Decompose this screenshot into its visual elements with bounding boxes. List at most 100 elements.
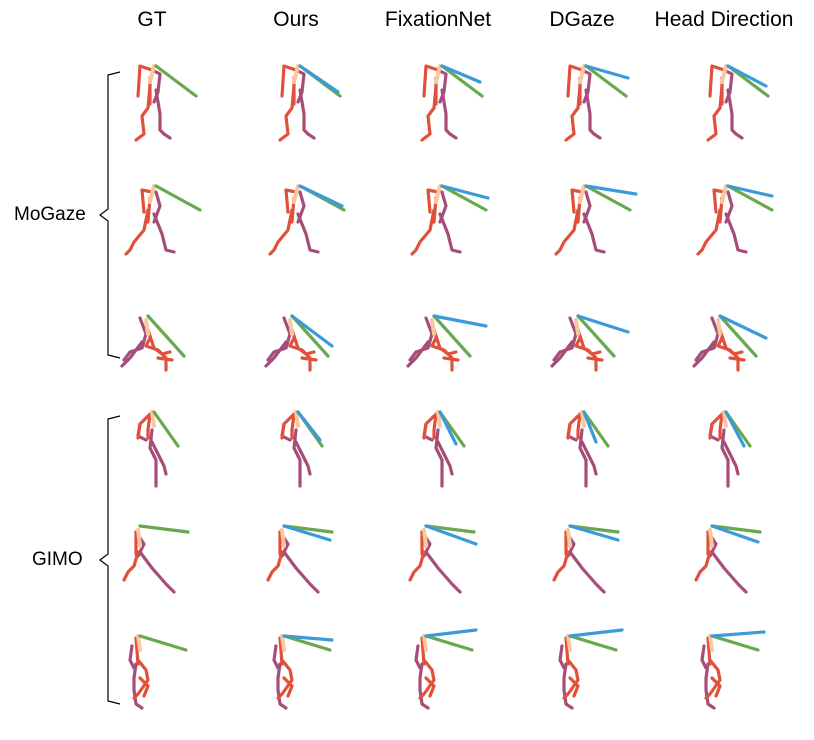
left-limb bbox=[692, 340, 716, 368]
gaze-ground-truth bbox=[154, 64, 198, 98]
right-limb bbox=[268, 208, 294, 256]
left-limb bbox=[550, 340, 574, 368]
column-header-fixationnet: FixationNet bbox=[384, 8, 492, 31]
bracket-mogaze bbox=[99, 71, 121, 359]
head-neck bbox=[150, 410, 156, 428]
head-neck bbox=[580, 410, 586, 428]
bracket-gimo bbox=[99, 415, 121, 705]
gaze-predicted bbox=[296, 410, 322, 442]
pose-figure-r3-c2 bbox=[264, 314, 334, 372]
left-limb bbox=[582, 212, 606, 254]
pose-figure-r4-c5 bbox=[708, 410, 752, 488]
right-limb bbox=[566, 414, 580, 440]
right-limb bbox=[586, 356, 604, 362]
right-limb bbox=[712, 188, 726, 214]
head-neck bbox=[574, 318, 580, 336]
left-limb bbox=[292, 428, 302, 488]
gaze-ground-truth bbox=[154, 184, 202, 212]
left-limb bbox=[438, 212, 462, 254]
right-limb bbox=[144, 336, 168, 372]
pose-figure-r5-c3 bbox=[408, 524, 478, 594]
right-limb bbox=[696, 208, 722, 256]
gaze-ground-truth bbox=[146, 314, 186, 358]
right-limb bbox=[282, 676, 294, 698]
gaze-predicted bbox=[710, 524, 760, 544]
head-neck bbox=[578, 64, 586, 84]
pose-figure-r1-c2 bbox=[278, 64, 342, 142]
head-neck bbox=[288, 318, 294, 336]
gaze-ground-truth bbox=[424, 524, 476, 534]
head-neck bbox=[292, 64, 300, 84]
right-limb bbox=[554, 208, 580, 256]
right-limb bbox=[138, 676, 150, 698]
gaze-predicted bbox=[584, 184, 638, 196]
left-limb bbox=[724, 212, 748, 254]
pose-figure-r6-c1 bbox=[128, 634, 188, 710]
gaze-predicted bbox=[584, 64, 630, 80]
right-limb bbox=[136, 414, 150, 440]
head-neck bbox=[566, 634, 572, 652]
head-neck bbox=[422, 528, 428, 548]
pose-figure-r2-c2 bbox=[268, 184, 346, 256]
right-limb bbox=[132, 658, 150, 700]
left-limb bbox=[276, 662, 288, 710]
gaze-ground-truth bbox=[432, 314, 472, 358]
left-limb bbox=[294, 440, 312, 476]
right-limb bbox=[300, 356, 318, 362]
left-limb bbox=[282, 550, 320, 594]
left-limb bbox=[424, 550, 462, 594]
gaze-ground-truth bbox=[576, 314, 616, 358]
gaze-ground-truth bbox=[726, 184, 774, 212]
left-limb bbox=[584, 88, 602, 140]
head-neck bbox=[144, 318, 150, 336]
head-neck bbox=[720, 184, 728, 204]
pose-figure-r4-c2 bbox=[280, 410, 324, 488]
gaze-predicted bbox=[726, 184, 774, 198]
gaze-predicted bbox=[424, 524, 478, 546]
pose-figure-r5-c1 bbox=[122, 524, 190, 594]
head-neck bbox=[434, 184, 442, 204]
right-limb bbox=[276, 658, 294, 700]
pose-figure-r5-c4 bbox=[552, 524, 620, 594]
head-neck bbox=[708, 528, 714, 548]
gaze-predicted bbox=[438, 410, 458, 446]
head-neck bbox=[578, 184, 586, 204]
left-limb bbox=[138, 550, 176, 594]
left-limb bbox=[568, 550, 606, 594]
pose-figure-r6-c5 bbox=[700, 630, 766, 710]
left-limb bbox=[128, 644, 136, 670]
gaze-predicted bbox=[440, 184, 490, 200]
pose-figure-r6-c3 bbox=[414, 628, 478, 710]
left-limb bbox=[120, 340, 144, 368]
column-header-ours: Ours bbox=[273, 8, 319, 31]
gaze-predicted bbox=[290, 314, 334, 348]
column-header-gt: GT bbox=[137, 8, 167, 31]
right-limb bbox=[694, 550, 712, 582]
left-limb bbox=[298, 88, 316, 140]
head-neck bbox=[280, 634, 286, 652]
left-limb bbox=[710, 550, 748, 594]
pose-figure-r2-c3 bbox=[410, 184, 490, 256]
gaze-predicted bbox=[298, 184, 344, 208]
right-limb bbox=[570, 188, 584, 214]
group-label-gimo: GIMO bbox=[32, 549, 83, 570]
gaze-predicted bbox=[432, 314, 488, 328]
pose-figure-r1-c4 bbox=[564, 64, 630, 142]
gaze-ground-truth bbox=[440, 64, 484, 98]
right-limb bbox=[426, 188, 440, 214]
pose-figure-r3-c4 bbox=[550, 314, 630, 372]
left-limb bbox=[434, 428, 444, 488]
right-limb bbox=[418, 658, 436, 700]
right-limb bbox=[562, 658, 580, 700]
pose-figure-r6-c4 bbox=[558, 628, 624, 710]
left-limb bbox=[148, 428, 158, 488]
left-limb bbox=[122, 316, 148, 362]
head-neck bbox=[434, 64, 442, 84]
left-limb bbox=[132, 662, 144, 710]
gaze-ground-truth bbox=[152, 410, 180, 448]
left-limb bbox=[418, 662, 430, 710]
head-neck bbox=[708, 634, 714, 652]
right-limb bbox=[708, 414, 722, 440]
left-limb bbox=[408, 316, 434, 362]
head-neck bbox=[716, 318, 722, 336]
